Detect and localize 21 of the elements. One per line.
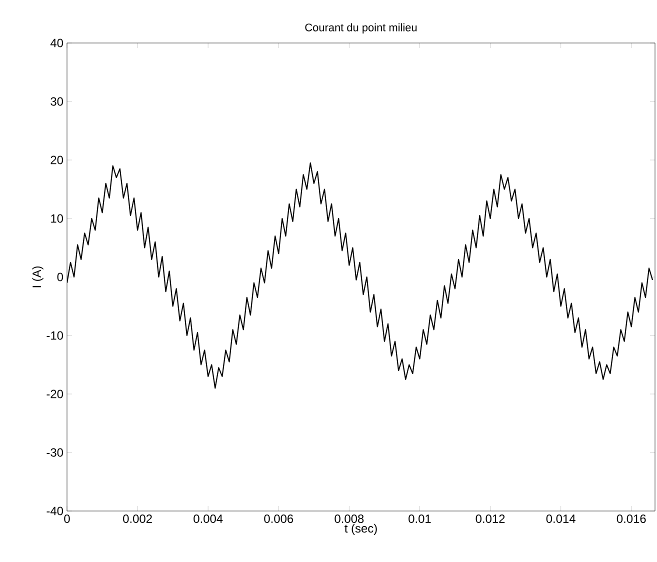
y-tick-label: 30	[50, 97, 64, 106]
x-tick-label: 0	[64, 514, 70, 523]
y-tick-label: -40	[46, 506, 64, 516]
x-tick-label: 0.016	[616, 514, 646, 523]
x-tick-label: 0.004	[194, 514, 223, 523]
y-tick-label: -30	[46, 448, 64, 457]
y-tick-label: -10	[46, 331, 64, 340]
x-tick-label: 0.014	[546, 514, 576, 523]
x-tick-label: 0.008	[334, 514, 364, 523]
chart-title: Courant du point milieu	[305, 23, 417, 34]
y-tick-label: 40	[50, 38, 64, 48]
x-tick-label: 0.012	[476, 514, 505, 523]
x-tick-label: 0.002	[123, 514, 152, 523]
y-tick-label: -20	[46, 390, 64, 398]
y-tick-label: 20	[50, 156, 64, 164]
y-tick-label: 0	[57, 272, 64, 282]
x-tick-label: 0.006	[264, 514, 294, 523]
y-tick-label: 10	[51, 214, 64, 223]
x-tick-label: 0.01	[408, 514, 431, 523]
x-axis-title: t (sec)	[344, 524, 377, 535]
y-axis-title: I (A)	[32, 266, 44, 288]
